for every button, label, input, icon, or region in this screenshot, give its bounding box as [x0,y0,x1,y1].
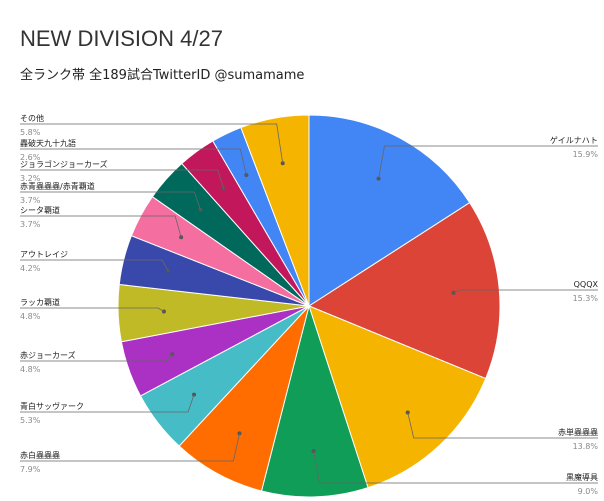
leader-line [313,451,598,484]
slice-label: 赤単蟲蟲蟲 [558,427,598,437]
slice-percent: 5.8% [20,128,41,137]
slice-label: 赤青蟲蟲蟲/赤青覇道 [20,181,95,191]
slice-label: 青白サッヴァーク [20,401,84,411]
leader-line [407,412,598,439]
slice-label: シータ覇道 [20,205,60,215]
leader-line [20,307,165,312]
leader-line [20,148,247,176]
leader-line [20,123,284,164]
slice-percent: 15.3% [573,294,599,303]
slice-label: ゲイルナハト [550,135,598,145]
slice-percent: 3.7% [20,220,41,229]
slice-percent: 7.9% [20,465,41,474]
pie-slice [307,201,501,380]
pie-slice [260,304,369,498]
slice-percent: 15.9% [573,150,599,159]
slice-percent: 3.2% [20,174,41,183]
slice-label: その他 [20,113,44,123]
slice-label: 黒魔導具 [566,472,598,482]
leader-line [20,191,201,210]
slice-label: ラッカ覇道 [20,297,60,307]
leader-line [20,259,169,271]
pie-slice [178,305,310,492]
pie-slice [240,114,310,307]
leader-line [378,145,598,179]
leader-line [453,289,598,294]
slice-label: ジョラゴンジョーカーズ [20,159,108,169]
chart-title: NEW DIVISION 4/27 [20,26,223,51]
chart-subtitle: 全ランク帯 全189試合TwitterID @sumamame [20,68,305,83]
slice-percent: 3.7% [20,196,41,205]
leader-line [20,394,195,413]
pie-slices [117,114,501,498]
slice-label: 赤ジョーカーズ [20,350,76,360]
slice-percent: 13.8% [573,442,599,451]
slice-percent: 2.6% [20,153,41,162]
slice-label: 轟破天九十九語 [20,138,76,148]
pie-labels: ゲイルナハト 15.9% QQQX 15.3% 赤単蟲蟲蟲 13.8% 黒魔導具 9.0% 赤白… [20,113,599,496]
slice-label: 赤白蟲蟲蟲 [20,450,60,460]
leader-line [20,354,173,362]
leader-line [20,169,225,189]
slice-percent: 9.0% [578,487,599,496]
slice-percent: 4.2% [20,264,41,273]
slice-percent: 4.8% [20,365,41,374]
slice-label: QQQX [574,280,599,289]
pie-slice [308,114,471,307]
leader-line [20,215,182,238]
slice-percent: 4.8% [20,312,41,321]
leader-line [20,433,240,462]
slice-label: アウトレイジ [20,250,68,259]
slice-percent: 5.3% [20,416,41,425]
